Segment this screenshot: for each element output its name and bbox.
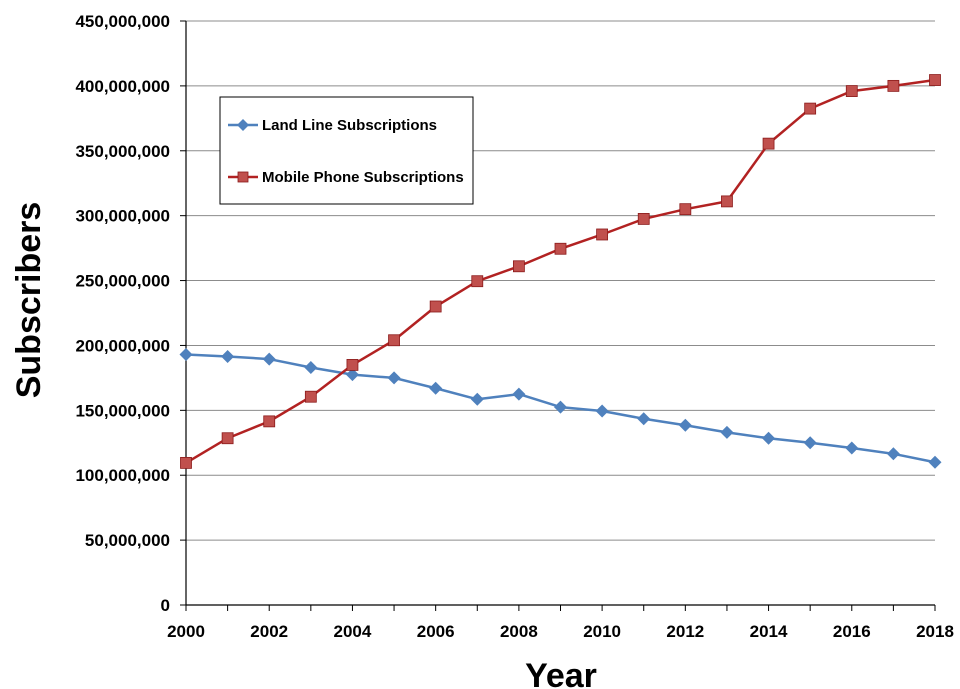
- data-point-square: [429, 300, 442, 313]
- y-tick-label: 200,000,000: [75, 336, 170, 355]
- x-tick-label: 2004: [334, 622, 372, 641]
- legend-label-mobile: Mobile Phone Subscriptions: [262, 169, 464, 186]
- y-axis-title: Subscribers: [10, 202, 48, 399]
- data-point-diamond: [637, 412, 651, 426]
- axes: [185, 21, 936, 611]
- data-point-square: [346, 359, 359, 371]
- y-tick-label: 250,000,000: [75, 272, 170, 291]
- data-point-diamond: [928, 455, 942, 469]
- data-point-square: [804, 102, 817, 115]
- data-point-diamond: [678, 418, 692, 432]
- data-point-diamond: [345, 368, 359, 382]
- legend-marker-mobile: [237, 171, 249, 183]
- legend-box: [219, 96, 474, 205]
- data-point-square: [762, 137, 775, 150]
- y-tick-label: 50,000,000: [85, 531, 170, 550]
- data-point-diamond: [179, 348, 193, 362]
- data-point-diamond: [304, 361, 318, 375]
- x-tick-label: 2016: [833, 622, 871, 641]
- data-point-diamond: [595, 404, 609, 418]
- data-point-square: [388, 334, 400, 347]
- x-tick-label: 2018: [916, 622, 954, 641]
- x-tick-label: 2012: [666, 622, 704, 641]
- data-point-square: [721, 195, 733, 208]
- data-point-square: [679, 203, 692, 216]
- y-tick-label: 400,000,000: [75, 77, 170, 96]
- data-point-square: [512, 260, 525, 273]
- data-point-diamond: [762, 431, 776, 445]
- data-point-diamond: [429, 381, 443, 395]
- y-tick-label: 100,000,000: [75, 466, 170, 485]
- x-tick-label: 2008: [500, 622, 538, 641]
- x-tick-label: 2006: [417, 622, 455, 641]
- y-tick-labels: 0 50,000,000 100,000,000 150,000,000 200,000…: [75, 12, 170, 615]
- y-tick-label: 150,000,000: [75, 401, 170, 420]
- x-tick-label: 2010: [583, 622, 621, 641]
- legend-marker-land: [237, 119, 249, 131]
- data-point-square: [845, 85, 858, 97]
- data-point-diamond: [470, 392, 484, 406]
- data-point-diamond: [720, 425, 734, 439]
- data-point-diamond: [845, 441, 859, 455]
- data-point-diamond: [221, 349, 235, 363]
- data-point-diamond: [512, 387, 526, 401]
- data-point-diamond: [803, 436, 817, 450]
- data-point-square: [637, 213, 650, 225]
- legend: Land Line Subscriptions Mobile Phone Sub…: [219, 96, 474, 205]
- legend-label-land: Land Line Subscriptions: [262, 117, 437, 134]
- data-point-diamond: [262, 352, 276, 366]
- x-tick-label: 2000: [167, 622, 205, 641]
- data-point-square: [929, 74, 941, 86]
- series-markers: [179, 74, 942, 469]
- y-tick-label: 350,000,000: [75, 142, 170, 161]
- x-tick-labels: 2000 2002 2004 2006 2008 2010 2012 2014 2016 2018: [167, 622, 954, 641]
- y-tick-label: 450,000,000: [75, 12, 170, 31]
- data-point-square: [221, 432, 234, 445]
- data-point-square: [263, 415, 276, 428]
- y-tick-label: 0: [161, 596, 170, 615]
- x-tick-label: 2014: [750, 622, 788, 641]
- data-point-diamond: [554, 400, 567, 414]
- data-point-diamond: [387, 371, 401, 385]
- x-tick-label: 2002: [250, 622, 288, 641]
- data-point-square: [554, 242, 567, 255]
- x-axis-title: Year: [525, 657, 597, 689]
- data-point-square: [304, 390, 317, 403]
- data-point-square: [887, 79, 900, 92]
- data-point-square: [471, 275, 484, 288]
- y-tick-label: 300,000,000: [75, 207, 170, 226]
- data-point-square: [180, 456, 192, 469]
- data-point-square: [596, 228, 609, 241]
- data-point-diamond: [886, 447, 900, 461]
